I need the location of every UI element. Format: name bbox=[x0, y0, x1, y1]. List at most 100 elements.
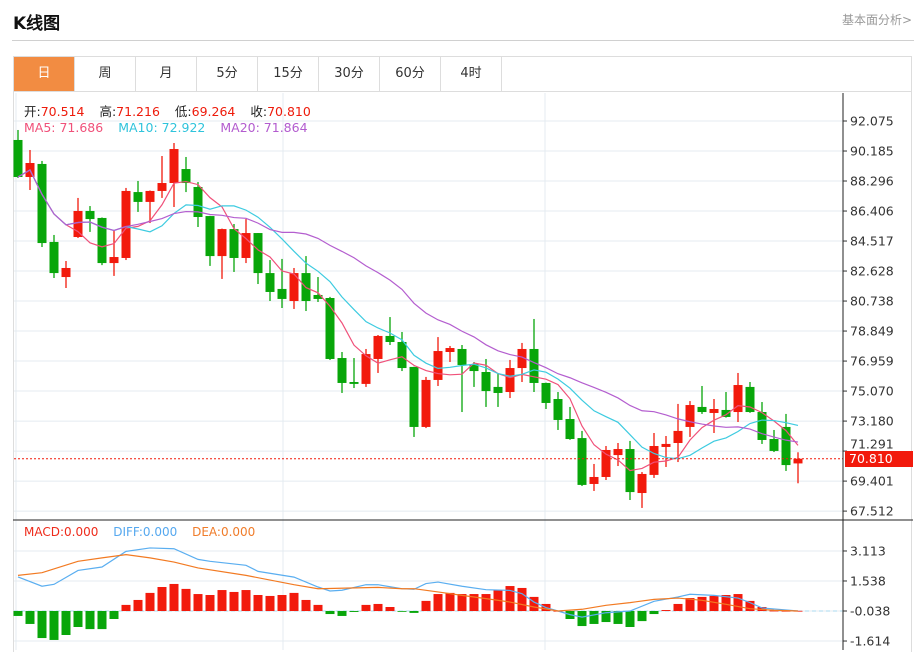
ma-info: MA5: 71.686 MA10: 72.922 MA20: 71.864 bbox=[24, 120, 308, 135]
candle-body bbox=[781, 426, 791, 466]
tab-60min[interactable]: 60分 bbox=[380, 57, 441, 91]
ohlc-info: 开:70.514 高:71.216 低:69.264 收:70.810 bbox=[24, 101, 322, 120]
candle-body bbox=[277, 288, 287, 299]
page-title: K线图 bbox=[13, 14, 61, 34]
dea-line bbox=[17, 554, 799, 612]
price-tick-label: 78.849 bbox=[850, 324, 894, 339]
candle-body bbox=[637, 473, 647, 494]
candle-body bbox=[577, 438, 587, 485]
macd-bar bbox=[745, 600, 755, 611]
candle-body bbox=[469, 364, 479, 372]
candle-body bbox=[457, 348, 467, 366]
price-tick-label: 92.075 bbox=[850, 114, 894, 129]
candle-body bbox=[721, 409, 731, 417]
close-label: 收: bbox=[250, 104, 268, 119]
candle-body bbox=[421, 379, 431, 427]
candle bbox=[277, 258, 287, 309]
price-tick-label: 67.512 bbox=[850, 504, 894, 519]
candle-body bbox=[397, 341, 407, 369]
title-divider bbox=[12, 40, 914, 41]
price-tick-label: 75.070 bbox=[850, 384, 894, 399]
macd-bar bbox=[481, 594, 491, 611]
tab-day[interactable]: 日 bbox=[14, 57, 75, 91]
macd-bar bbox=[181, 588, 191, 611]
candle-body bbox=[229, 229, 239, 258]
candle-body bbox=[733, 385, 743, 413]
tab-4hour[interactable]: 4时 bbox=[441, 57, 502, 91]
price-tick-label: 73.180 bbox=[850, 414, 894, 429]
candle-body bbox=[37, 163, 47, 244]
candle bbox=[253, 233, 263, 285]
tab-15min[interactable]: 15分 bbox=[258, 57, 319, 91]
macd-bar bbox=[505, 586, 515, 611]
candle-body bbox=[349, 382, 359, 384]
price-axis: 92.075 90.185 88.296 86.406 84.517 82.628 80.7… bbox=[13, 93, 913, 650]
candle bbox=[433, 337, 443, 386]
macd-bar bbox=[733, 594, 743, 611]
macd-bar bbox=[625, 611, 635, 627]
candle bbox=[133, 180, 143, 212]
candle bbox=[421, 376, 431, 429]
candle bbox=[409, 366, 419, 437]
candle bbox=[109, 230, 119, 276]
fundamental-analysis-link[interactable]: 基本面分析> bbox=[841, 13, 912, 27]
candle-body bbox=[181, 169, 191, 184]
candle bbox=[637, 472, 647, 508]
macd-tick-label: 1.538 bbox=[850, 573, 886, 588]
candle bbox=[745, 382, 755, 413]
candle bbox=[553, 392, 563, 430]
candle bbox=[241, 219, 251, 264]
macd-bar bbox=[325, 611, 335, 615]
macd-bar bbox=[433, 594, 443, 611]
ma20-value: MA20: 71.864 bbox=[220, 120, 308, 135]
ma10-line bbox=[17, 169, 799, 460]
ma5-value: MA5: 71.686 bbox=[24, 120, 104, 135]
price-tick-label: 69.401 bbox=[850, 474, 894, 489]
candle bbox=[85, 206, 95, 232]
candle bbox=[265, 260, 275, 302]
tab-5min[interactable]: 5分 bbox=[197, 57, 258, 91]
candle bbox=[649, 432, 659, 478]
candle bbox=[469, 361, 479, 387]
tab-week[interactable]: 周 bbox=[75, 57, 136, 91]
macd-bar bbox=[685, 598, 695, 611]
candle bbox=[781, 413, 791, 471]
moving-averages bbox=[14, 169, 843, 472]
candle-body bbox=[217, 229, 227, 257]
macd-tick-label: -1.614 bbox=[850, 634, 890, 649]
ma10-value: MA10: 72.922 bbox=[118, 120, 206, 135]
candle bbox=[685, 401, 695, 437]
macd-bar bbox=[337, 611, 347, 616]
candle-body bbox=[613, 449, 623, 456]
candle-body bbox=[325, 297, 335, 359]
candle-body bbox=[493, 386, 503, 393]
macd-bar bbox=[793, 610, 803, 612]
price-tick-label: 90.185 bbox=[850, 144, 894, 159]
candle bbox=[373, 335, 383, 373]
price-tick-label: 86.406 bbox=[850, 204, 894, 219]
macd-bar bbox=[613, 611, 623, 624]
candle bbox=[205, 215, 215, 266]
candle-body bbox=[253, 233, 263, 274]
candle bbox=[709, 399, 719, 433]
candle-body bbox=[685, 405, 695, 427]
price-tick-label: 80.738 bbox=[850, 294, 894, 309]
period-tabs: 日 周 月 5分 15分 30分 60分 4时 bbox=[13, 56, 912, 92]
candle-body bbox=[145, 190, 155, 202]
diff-line bbox=[17, 547, 799, 618]
macd-bar bbox=[469, 594, 479, 611]
candle-body bbox=[13, 139, 23, 177]
candle-body bbox=[541, 382, 551, 403]
macd-bar bbox=[709, 595, 719, 611]
candle bbox=[193, 182, 203, 228]
tab-month[interactable]: 月 bbox=[136, 57, 197, 91]
candle-body bbox=[649, 446, 659, 475]
candle bbox=[49, 234, 59, 278]
tab-30min[interactable]: 30分 bbox=[319, 57, 380, 91]
candles bbox=[13, 129, 803, 508]
last-price-label: 70.810 bbox=[845, 450, 913, 467]
candle bbox=[721, 392, 731, 418]
high-value: 71.216 bbox=[116, 104, 160, 119]
macd-bar bbox=[397, 611, 407, 612]
